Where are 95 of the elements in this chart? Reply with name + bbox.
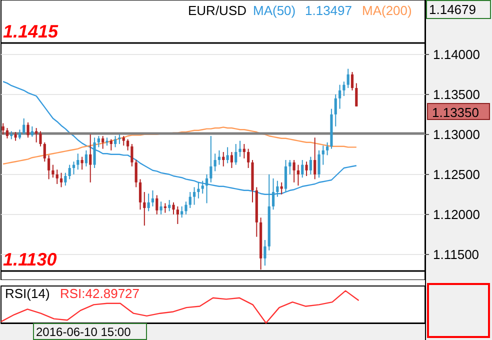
candlestick <box>68 164 71 180</box>
candlestick <box>226 146 229 164</box>
line-series <box>2 126 358 165</box>
candlestick <box>338 84 342 110</box>
text: 1.14679 <box>426 0 491 19</box>
y-tick-label: 1.14000 <box>433 46 480 62</box>
text: MA(50) <box>253 3 296 18</box>
candlestick <box>305 161 308 176</box>
candlestick <box>296 164 300 186</box>
candlestick <box>326 142 329 156</box>
candlestick <box>292 160 296 183</box>
candlestick <box>143 192 146 226</box>
candlestick <box>160 201 162 215</box>
candlestick <box>122 136 125 146</box>
candlestick <box>56 169 58 184</box>
candlestick <box>342 81 346 96</box>
chart-title: EUR/USD <box>188 3 247 18</box>
candlestick <box>26 122 30 138</box>
candlestick <box>276 180 279 198</box>
candlestick <box>114 136 117 148</box>
candlestick <box>168 200 171 212</box>
candlestick <box>205 174 208 204</box>
candlestick <box>322 145 324 166</box>
candlestick <box>334 94 337 127</box>
candlestick <box>72 161 76 175</box>
y-tick-label: 1.12000 <box>433 206 480 222</box>
candlestick <box>242 144 246 159</box>
candlestick <box>6 128 9 139</box>
y-tick-label: 1.13500 <box>433 86 480 102</box>
candlestick <box>134 160 138 188</box>
candlestick <box>201 180 204 194</box>
text: 1.13350 <box>427 103 490 120</box>
candlestick <box>180 206 184 218</box>
candlestick <box>30 126 34 138</box>
y-tick-label: 1.12500 <box>433 166 480 182</box>
candlestick <box>284 160 288 192</box>
candlestick <box>97 136 100 148</box>
candlestick <box>222 152 225 167</box>
candlestick <box>309 156 312 175</box>
candlestick <box>147 193 150 212</box>
candlestick <box>43 142 46 162</box>
candlestick <box>89 134 92 183</box>
candlestick <box>84 150 88 167</box>
candlestick <box>184 201 188 215</box>
candlestick <box>48 154 50 180</box>
candlestick <box>210 136 212 183</box>
candlestick <box>2 122 4 135</box>
candlestick <box>238 140 242 158</box>
candlestick <box>52 164 54 178</box>
candlestick <box>172 202 175 215</box>
candlestick <box>264 240 266 266</box>
candlestick <box>138 178 142 210</box>
candlestick <box>350 72 354 91</box>
candlestick <box>76 153 80 170</box>
candlestick <box>247 148 250 168</box>
y-tick-label: 1.11500 <box>433 246 480 262</box>
candlestick <box>301 160 304 178</box>
candlestick <box>130 144 134 167</box>
candlestick <box>230 152 234 168</box>
candlestick <box>156 194 158 215</box>
candlestick <box>176 206 179 224</box>
annotation: 1.13497 <box>305 3 352 18</box>
candlestick <box>35 128 38 143</box>
candlestick <box>280 182 283 195</box>
candlestick <box>118 134 121 144</box>
ref-line-label: 1.1130 <box>3 249 57 270</box>
candlestick <box>151 190 154 207</box>
candlestick <box>192 186 196 206</box>
candlestick <box>93 137 96 168</box>
candlestick <box>234 144 238 166</box>
candlestick <box>80 156 84 170</box>
candlestick <box>126 138 130 151</box>
candlestick <box>22 118 26 135</box>
candlestick <box>102 136 104 150</box>
candlestick <box>355 82 358 107</box>
candlestick <box>18 129 22 140</box>
candlestick <box>214 153 216 172</box>
candlestick <box>318 150 320 178</box>
candlestick <box>60 172 63 188</box>
annotation: RSI:42.89727 <box>60 286 140 301</box>
y-tick-label: 1.13000 <box>433 126 480 142</box>
ref-line-label: 1.1415 <box>3 21 60 42</box>
candlestick <box>110 138 112 151</box>
candlestick <box>188 192 192 208</box>
text: MA(200) <box>362 3 412 18</box>
candlestick <box>218 150 221 166</box>
text: 2016-06-10 15:00 <box>33 323 147 340</box>
candlestick <box>39 130 42 147</box>
candlestick <box>288 160 292 175</box>
chart-title: RSI(14) <box>5 286 50 301</box>
candlestick <box>314 137 316 180</box>
candlestick <box>64 172 67 186</box>
candlestick <box>272 178 275 210</box>
candlestick <box>197 182 200 199</box>
candlestick <box>346 68 350 88</box>
